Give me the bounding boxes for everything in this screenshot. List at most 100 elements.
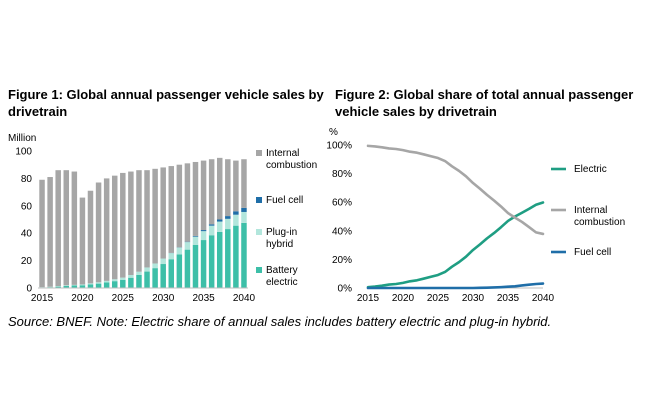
y-tick-label: 20%	[332, 255, 352, 266]
bar-segment-internal-combustion	[55, 170, 61, 287]
bar-segment-fuel-cell	[200, 230, 207, 232]
bar-segment-internal-combustion	[225, 159, 231, 217]
bar-segment-battery-electric	[241, 222, 247, 288]
bar-segment-battery-electric	[128, 277, 134, 288]
bar-segment-plug-in-hybrid	[208, 225, 215, 236]
bar-segment-plug-in-hybrid	[233, 214, 239, 226]
bar-segment-battery-electric	[120, 279, 126, 288]
bar-segment-battery-electric	[71, 285, 78, 288]
y-tick-label: 20	[21, 256, 33, 267]
bar-segment-internal-combustion	[47, 177, 53, 287]
bar-segment-battery-electric	[87, 284, 94, 288]
bar-segment-internal-combustion	[208, 159, 215, 225]
bar-segment-internal-combustion	[111, 175, 118, 280]
bar-segment-plug-in-hybrid	[216, 221, 223, 232]
bar-segment-battery-electric	[168, 259, 175, 288]
legend-label: combustion	[574, 217, 625, 228]
bar-segment-plug-in-hybrid	[111, 279, 118, 282]
bar-segment-plug-in-hybrid	[63, 285, 70, 286]
x-tick-label: 2030	[462, 293, 485, 304]
bar-segment-battery-electric	[233, 225, 239, 288]
x-tick-label: 2025	[427, 293, 450, 304]
bar-segment-battery-electric	[103, 282, 110, 288]
bar-segment-internal-combustion	[87, 190, 94, 284]
bar-segment-battery-electric	[63, 285, 70, 288]
bar-segment-battery-electric	[111, 281, 118, 288]
figure2-title: Figure 2: Global share of total annual p…	[335, 87, 634, 119]
bar-segment-battery-electric	[79, 285, 86, 288]
bar-segment-fuel-cell	[225, 216, 231, 219]
legend-label: Fuel cell	[266, 195, 303, 206]
source-note: Source: BNEF. Note: Electric share of an…	[8, 314, 552, 329]
bar-segment-internal-combustion	[103, 178, 110, 281]
bar-segment-internal-combustion	[152, 168, 158, 264]
bar-segment-battery-electric	[136, 274, 142, 288]
y-tick-label: 40%	[332, 226, 352, 237]
series-line-internal-combustion	[366, 144, 545, 236]
bar-segment-battery-electric	[55, 286, 61, 288]
bar-segment-battery-electric	[225, 229, 231, 288]
bar-segment-internal-combustion	[63, 170, 70, 286]
series-line-fuel-cell	[366, 282, 545, 290]
bar-segment-battery-electric	[192, 244, 199, 288]
legend-label: hybrid	[266, 239, 293, 250]
bar-segment-plug-in-hybrid	[71, 284, 78, 286]
bar-segment-battery-electric	[160, 264, 166, 288]
bar-segment-internal-combustion	[144, 170, 150, 268]
bar-segment-plug-in-hybrid	[128, 274, 134, 278]
bar-segment-plug-in-hybrid	[152, 263, 158, 269]
bar-segment-fuel-cell	[216, 219, 223, 222]
bar-segment-internal-combustion	[160, 167, 166, 259]
legend-label: Internal	[574, 205, 607, 216]
bar-segment-plug-in-hybrid	[95, 282, 102, 284]
bar-segment-internal-combustion	[233, 160, 239, 212]
x-tick-label: 2025	[112, 293, 135, 304]
bar-segment-internal-combustion	[71, 171, 78, 285]
bar-segment-internal-combustion	[128, 171, 134, 275]
y-tick-label: 40	[21, 229, 33, 240]
y-tick-label: 60	[21, 201, 33, 212]
bar-segment-battery-electric	[95, 283, 102, 288]
x-tick-label: 2020	[71, 293, 94, 304]
legend-label: Fuel cell	[574, 247, 611, 258]
bar-segment-fuel-cell	[192, 235, 199, 237]
bar-segment-battery-electric	[208, 235, 215, 288]
bar-segment-plug-in-hybrid	[103, 280, 110, 283]
y-tick-label: 0%	[338, 284, 353, 295]
legend-swatch	[256, 150, 262, 156]
x-tick-label: 2030	[152, 293, 175, 304]
bar-segment-plug-in-hybrid	[144, 267, 150, 272]
y-tick-label: 80%	[332, 169, 352, 180]
bar-segment-plug-in-hybrid	[136, 271, 142, 275]
bar-segment-internal-combustion	[176, 164, 183, 248]
series-line-electric	[366, 201, 545, 289]
y-tick-label: 0	[26, 284, 32, 295]
bar-segment-plug-in-hybrid	[55, 286, 61, 287]
legend-label: Plug-in	[266, 227, 297, 238]
bar-segment-internal-combustion	[216, 157, 223, 220]
bar-segment-internal-combustion	[200, 160, 207, 231]
legend-label: electric	[266, 277, 298, 288]
legend-swatch	[256, 229, 262, 235]
y-axis-label: %	[329, 127, 338, 138]
bar-segment-plug-in-hybrid	[120, 277, 126, 280]
bar-segment-plug-in-hybrid	[176, 247, 183, 255]
x-tick-label: 2020	[392, 293, 415, 304]
x-tick-label: 2040	[233, 293, 256, 304]
bar-segment-battery-electric	[200, 240, 207, 288]
x-tick-label: 2040	[532, 293, 555, 304]
bar-segment-internal-combustion	[192, 161, 199, 236]
bar-segment-internal-combustion	[95, 182, 102, 283]
bar-segment-plug-in-hybrid	[200, 231, 207, 241]
bar-segment-plug-in-hybrid	[184, 242, 191, 250]
figure2-line-chart: % 0% 20% 40% 60% 80% 100% 2015 2020 2025 2030 2035 2…	[326, 127, 625, 304]
bar-segment-internal-combustion	[168, 166, 175, 253]
bar-segment-battery-electric	[216, 231, 223, 288]
x-tick-label: 2015	[31, 293, 54, 304]
bar-segment-plug-in-hybrid	[87, 283, 94, 285]
y-tick-label: 100%	[326, 141, 352, 152]
bar-segment-internal-combustion	[39, 179, 45, 288]
y-tick-label: 100	[15, 147, 32, 158]
y-axis-label: Million	[8, 133, 36, 144]
